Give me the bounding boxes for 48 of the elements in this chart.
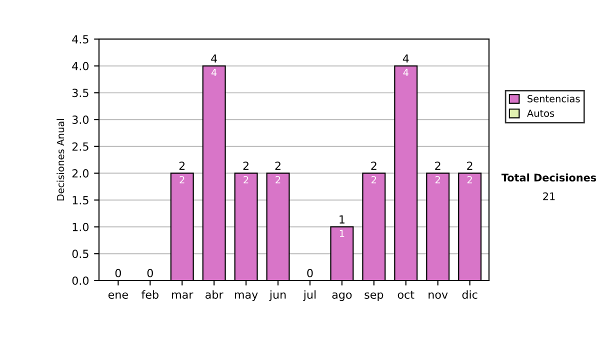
x-tick-label: oct [398, 290, 414, 299]
total-label: 4 [211, 54, 217, 63]
x-tick-label: dic [462, 290, 478, 299]
data-label: 2 [244, 176, 248, 184]
total-label: 2 [179, 162, 185, 170]
y-tick-label: 1.5 [72, 196, 88, 204]
y-tick-label: 0.5 [72, 250, 88, 258]
x-tick-label: feb [142, 290, 158, 299]
total-label: 4 [402, 54, 409, 63]
total-label: 2 [435, 162, 440, 170]
x-tick-label: may [234, 292, 258, 301]
total-label: 2 [243, 162, 248, 170]
y-tick-label: 3.0 [72, 116, 89, 124]
data-label: 2 [467, 176, 472, 184]
legend-label: Sentencias [528, 94, 580, 102]
total-label: 0 [307, 268, 313, 278]
data-label: 4 [403, 68, 408, 76]
total-label: 2 [371, 162, 376, 170]
total-label: 2 [275, 162, 280, 170]
text: Total Decisiones [501, 173, 596, 182]
y-tick-label: 0.0 [72, 276, 89, 285]
data-label: 2 [372, 176, 376, 184]
data-label: 2 [276, 176, 280, 184]
total-label: 1 [340, 215, 344, 224]
total-label: 2 [467, 162, 472, 170]
x-tick-label: ene [108, 292, 128, 299]
y-tick-label: 4.5 [72, 35, 88, 44]
x-tick-label: sep [364, 292, 384, 301]
x-tick-label: abr [206, 290, 224, 299]
total-label: 0 [147, 268, 153, 278]
y-tick-label: 4.0 [72, 62, 89, 70]
legend-label: Autos [527, 110, 554, 117]
x-tick-label: jun [269, 290, 286, 301]
data-label: 2 [180, 176, 184, 184]
y-tick-label: 1.0 [72, 222, 89, 232]
y-tick-label: 3.5 [72, 88, 88, 98]
x-tick-label: jul [303, 290, 316, 301]
data-label: 1 [340, 230, 344, 237]
data-label: 4 [211, 68, 217, 76]
x-tick-label: nov [428, 292, 448, 299]
x-tick-label: ago [332, 292, 352, 301]
total-label: 0 [115, 268, 121, 278]
y-tick-label: 2.0 [72, 169, 89, 178]
text: 21 [543, 192, 555, 200]
y-tick-label: 2.5 [72, 142, 88, 151]
data-label: 2 [435, 176, 440, 184]
y-axis-title: Decisiones Anual [56, 119, 64, 200]
x-tick-label: mar [172, 292, 194, 299]
